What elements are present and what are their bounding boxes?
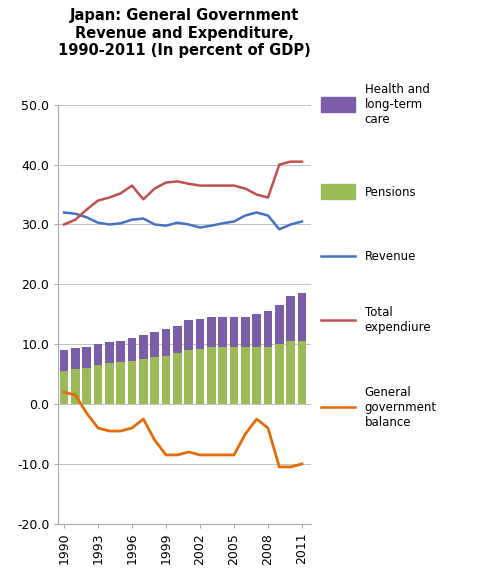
Bar (218, 347, 227, 404)
Bar (173, 327, 182, 353)
Bar (252, 314, 261, 347)
Text: Health and
long-term
care: Health and long-term care (364, 83, 429, 126)
Bar (150, 357, 159, 404)
Bar (139, 335, 148, 359)
Bar (241, 317, 249, 347)
Bar (241, 347, 249, 404)
Bar (298, 293, 306, 341)
Bar (196, 319, 204, 349)
Bar (207, 347, 216, 404)
Bar (230, 347, 238, 404)
Bar (264, 311, 272, 347)
Bar (83, 347, 91, 368)
Bar (71, 370, 80, 404)
Bar (117, 341, 125, 362)
Bar (128, 338, 136, 361)
Bar (71, 349, 80, 370)
Bar (128, 361, 136, 404)
Bar (162, 356, 170, 404)
Bar (94, 365, 102, 404)
Bar (275, 306, 283, 344)
Bar (184, 350, 193, 404)
Bar (162, 329, 170, 356)
Bar (105, 363, 114, 404)
Bar (139, 359, 148, 404)
Bar (196, 349, 204, 404)
Bar (60, 350, 68, 371)
Bar (264, 347, 272, 404)
Bar (60, 371, 68, 404)
Bar (207, 317, 216, 347)
Bar (117, 362, 125, 404)
Text: Revenue: Revenue (364, 250, 416, 262)
Text: Japan: General Government
Revenue and Expenditure,
1990-2011 (In percent of GDP): Japan: General Government Revenue and Ex… (58, 8, 311, 58)
Bar (150, 332, 159, 357)
Bar (105, 342, 114, 363)
Bar (286, 341, 295, 404)
Bar (218, 317, 227, 347)
Bar (298, 341, 306, 404)
Bar (173, 353, 182, 404)
Bar (230, 317, 238, 347)
Text: General
government
balance: General government balance (364, 386, 436, 429)
Bar (286, 296, 295, 341)
Bar (94, 344, 102, 365)
Bar (184, 320, 193, 350)
Bar (252, 347, 261, 404)
Bar (83, 368, 91, 404)
Text: Total
expendiure: Total expendiure (364, 306, 431, 334)
Bar (275, 344, 283, 404)
Text: Pensions: Pensions (364, 186, 416, 198)
